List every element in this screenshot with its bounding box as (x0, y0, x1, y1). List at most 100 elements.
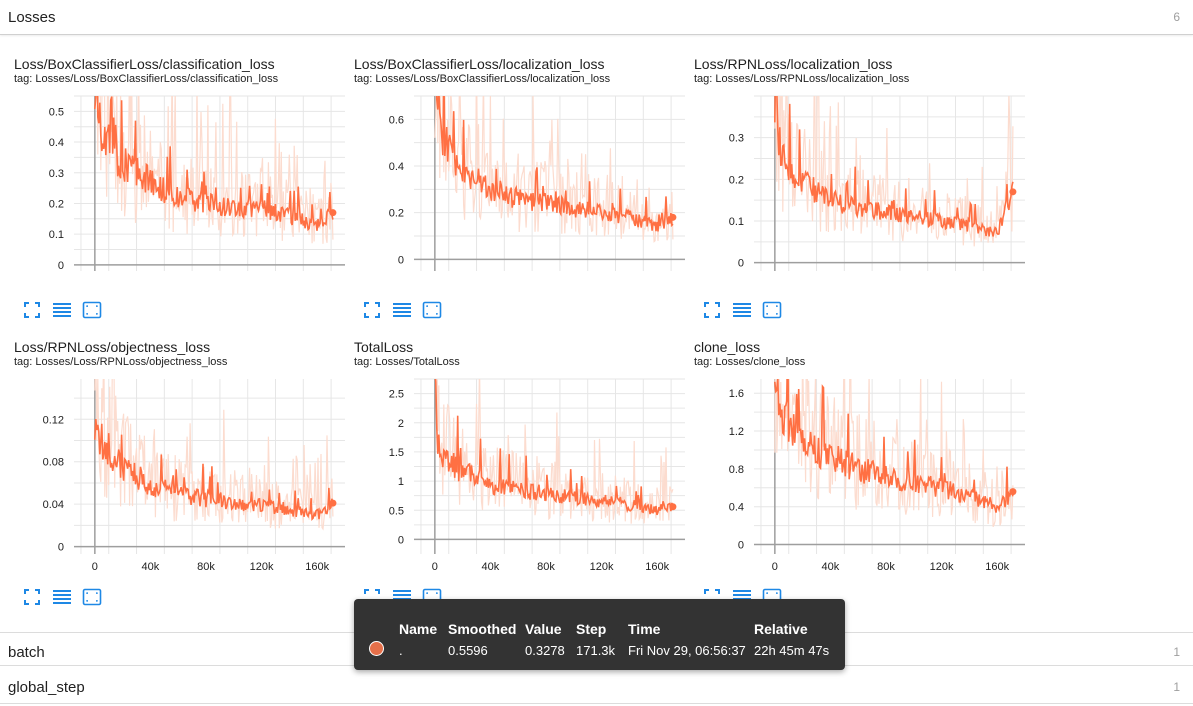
y-tick-label: 0.1 (49, 229, 64, 241)
hover-point-marker (669, 503, 677, 511)
data-table-icon[interactable] (392, 300, 412, 320)
y-tick-label: 0.4 (49, 137, 64, 149)
y-tick-label: 0.3 (729, 133, 744, 145)
chart-tag: tag: Losses/Loss/RPNLoss/objectness_loss (14, 356, 228, 368)
hover-point-marker (669, 213, 677, 221)
y-tick-label: 0.4 (389, 161, 404, 173)
section-count: 1 (1173, 680, 1180, 694)
x-tick-label: 80k (877, 561, 895, 573)
y-tick-label: 0 (738, 258, 744, 270)
section-count: 6 (1173, 10, 1180, 24)
y-tick-label: 2 (398, 418, 404, 430)
chart-tag: tag: Losses/TotalLoss (354, 356, 460, 368)
fullscreen-icon[interactable] (362, 300, 382, 320)
chart-title: Loss/BoxClassifierLoss/classification_lo… (14, 56, 275, 72)
chart-plot[interactable]: 0 0.5 1 1.5 2 2.5 0 40k 80k 120k 160k (354, 375, 689, 575)
x-tick-label: 160k (985, 561, 1009, 573)
raw-series-line (434, 96, 674, 243)
fullscreen-icon[interactable] (362, 587, 382, 607)
x-tick-label: 160k (645, 561, 669, 573)
chart-tag: tag: Losses/Loss/BoxClassifierLoss/local… (354, 73, 611, 85)
chart-plot[interactable]: 0 0.4 0.8 1.2 1.6 0 40k 80k 120k 160k (694, 375, 1029, 575)
fit-domain-icon[interactable] (762, 300, 782, 320)
raw-series-line (774, 96, 1014, 247)
x-tick-label: 120k (250, 561, 274, 573)
chart-card: clone_loss tag: Losses/clone_loss 0 0.4 0.8 1… (694, 339, 1029, 619)
chart-title: Loss/RPNLoss/objectness_loss (14, 339, 211, 355)
chart-plot[interactable]: 0 0.1 0.2 0.3 0.4 0.5 (14, 92, 349, 282)
fullscreen-icon[interactable] (702, 587, 722, 607)
chart-plot[interactable]: 0 0.2 0.4 0.6 (354, 92, 689, 282)
tooltip-header-step: Step (576, 621, 607, 637)
chart-title: Loss/BoxClassifierLoss/localization_loss (354, 56, 605, 72)
y-tick-label: 0.3 (49, 168, 64, 180)
chart-toolbar (22, 587, 122, 607)
y-tick-label: 0.1 (729, 216, 744, 228)
losses-section-header[interactable]: Losses 6 (0, 0, 1193, 35)
y-tick-label: 0.2 (729, 174, 744, 186)
y-tick-label: 0.5 (389, 505, 404, 517)
y-tick-label: 1.5 (389, 447, 404, 459)
chart-plot[interactable]: 0 0.04 0.08 0.12 0 40k 80k 120k 160k (14, 375, 349, 575)
tooltip-smoothed: 0.5596 (448, 643, 488, 658)
chart-title: clone_loss (694, 339, 761, 355)
x-tick-label: 160k (305, 561, 329, 573)
chart-tag: tag: Losses/Loss/BoxClassifierLoss/class… (14, 73, 279, 85)
chart-tag: tag: Losses/Loss/RPNLoss/localization_lo… (694, 73, 910, 85)
y-tick-label: 0 (398, 534, 404, 546)
x-tick-label: 0 (92, 561, 98, 573)
global-step-section-header[interactable]: global_step 1 (0, 670, 1193, 704)
smoothed-series-line (435, 96, 674, 232)
y-tick-label: 0.5 (49, 106, 64, 118)
x-tick-label: 120k (930, 561, 954, 573)
chart-title: Loss/RPNLoss/localization_loss (694, 56, 893, 72)
smoothed-series-line (94, 419, 334, 521)
tooltip-step: 171.3k (576, 643, 616, 658)
hover-point-marker (1009, 488, 1017, 496)
x-tick-label: 0 (432, 561, 438, 573)
y-tick-label: 0 (58, 542, 64, 554)
x-tick-label: 120k (590, 561, 614, 573)
hover-point-marker (329, 209, 337, 217)
x-tick-label: 40k (142, 561, 160, 573)
x-tick-label: 40k (822, 561, 840, 573)
fit-domain-icon[interactable] (82, 587, 102, 607)
smoothed-series-line (434, 379, 674, 516)
tooltip-header-value: Value (525, 621, 562, 637)
y-tick-label: 0 (58, 260, 64, 272)
section-title: Losses (8, 9, 56, 26)
chart-card: Loss/BoxClassifierLoss/localization_loss… (354, 56, 689, 336)
data-table-icon[interactable] (52, 587, 72, 607)
tooltip-relative: 22h 45m 47s (754, 643, 830, 658)
raw-series-line (774, 379, 1014, 528)
fullscreen-icon[interactable] (22, 587, 42, 607)
smoothed-series-line (94, 96, 334, 232)
chart-tooltip: Name Smoothed Value Step Time Relative .… (354, 599, 845, 670)
chart-plot[interactable]: 0 0.1 0.2 0.3 (694, 92, 1029, 282)
chart-toolbar (702, 300, 802, 320)
y-tick-label: 1 (398, 476, 404, 488)
y-tick-label: 0 (398, 254, 404, 266)
hover-point-marker (329, 499, 337, 507)
hover-point-marker (1009, 188, 1017, 196)
y-tick-label: 0.8 (729, 464, 744, 476)
tooltip-time: Fri Nov 29, 06:56:37 (628, 643, 746, 658)
fit-domain-icon[interactable] (82, 300, 102, 320)
fullscreen-icon[interactable] (22, 300, 42, 320)
tooltip-header-relative: Relative (754, 621, 808, 637)
y-tick-label: 0.08 (43, 457, 64, 469)
chart-title: TotalLoss (354, 339, 414, 355)
fit-domain-icon[interactable] (422, 300, 442, 320)
smoothed-series-line (774, 96, 1014, 237)
data-table-icon[interactable] (732, 300, 752, 320)
x-tick-label: 0 (772, 561, 778, 573)
smoothed-series-line (774, 379, 1014, 513)
chart-card: Loss/BoxClassifierLoss/classification_lo… (14, 56, 349, 336)
data-table-icon[interactable] (52, 300, 72, 320)
y-tick-label: 2.5 (389, 389, 404, 401)
section-count: 1 (1173, 645, 1180, 659)
x-tick-label: 80k (197, 561, 215, 573)
chart-card: Loss/RPNLoss/objectness_loss tag: Losses/… (14, 339, 349, 619)
fullscreen-icon[interactable] (702, 300, 722, 320)
tooltip-header-smoothed: Smoothed (448, 621, 517, 637)
